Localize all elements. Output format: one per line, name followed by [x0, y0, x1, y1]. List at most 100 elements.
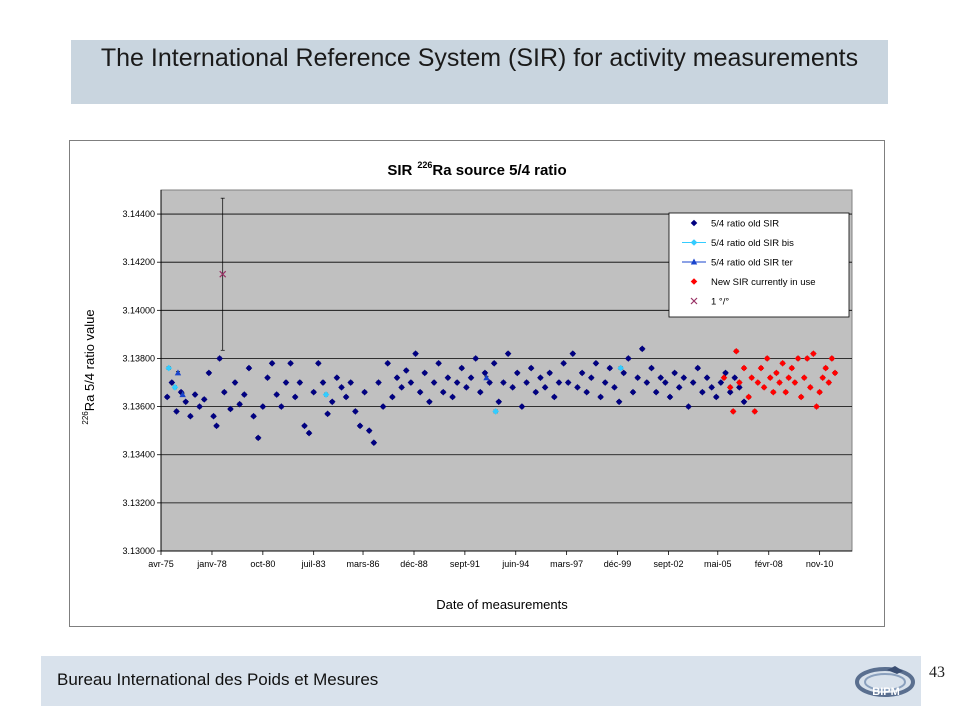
y-tick-label: 3.13200: [122, 498, 155, 508]
footer-org-name: Bureau International des Poids et Mesure…: [57, 670, 379, 689]
legend-marker: [690, 278, 698, 285]
y-axis-label-text: Ra 5/4 ratio value: [82, 309, 97, 411]
point-5-4-ratio-old-sir: [305, 429, 313, 437]
point-5-4-ratio-old-sir: [241, 391, 248, 398]
point-5-4-ratio-old-sir: [449, 393, 456, 401]
x-tick-label: mars-86: [347, 559, 380, 569]
point-5-4-ratio-old-sir-ter: [174, 369, 182, 376]
x-tick-label: janv-78: [196, 559, 227, 569]
point-5-4-ratio-old-sir: [407, 379, 415, 386]
point-5-4-ratio-old-sir: [412, 350, 419, 357]
legend-marker: [690, 219, 698, 227]
point-5-4-ratio-old-sir: [675, 384, 683, 391]
point-5-4-ratio-old-sir: [291, 393, 299, 401]
y-axis-label-sup: 226: [81, 411, 90, 425]
y-tick-label: 3.14400: [122, 209, 155, 219]
point-5-4-ratio-old-sir: [379, 403, 387, 410]
point-5-4-ratio-old-sir-ter: [483, 374, 490, 381]
point-new-sir-currently-in-use: [813, 403, 820, 410]
point-new-sir-currently-in-use: [791, 379, 799, 386]
point-5-4-ratio-old-sir-ter: [179, 391, 186, 398]
point-5-4-ratio-old-sir: [328, 398, 336, 406]
point-5-4-ratio-old-sir: [273, 391, 280, 398]
point-new-sir-currently-in-use: [794, 355, 802, 362]
point-new-sir-currently-in-use: [803, 355, 811, 362]
legend-label: 5/4 ratio old SIR ter: [711, 258, 793, 269]
point-new-sir-currently-in-use: [745, 393, 752, 401]
point-new-sir-currently-in-use: [720, 374, 728, 382]
point-5-4-ratio-old-sir: [259, 403, 267, 410]
point-5-4-ratio-old-sir: [486, 379, 493, 386]
point-new-sir-currently-in-use: [751, 408, 759, 415]
point-5-4-ratio-old-sir: [615, 398, 623, 406]
point-5-4-ratio-old-sir: [726, 388, 734, 396]
x-tick-label: déc-88: [400, 559, 428, 569]
point-5-4-ratio-old-sir: [541, 384, 549, 391]
x-tick-label: févr-08: [755, 559, 783, 569]
point-5-4-ratio-old-sir: [490, 359, 498, 367]
point-new-sir-currently-in-use: [779, 359, 786, 367]
point-5-4-ratio-old-sir: [601, 379, 609, 386]
point-5-4-ratio-old-sir: [551, 393, 558, 401]
point-5-4-ratio-old-sir: [736, 384, 743, 391]
point-new-sir-currently-in-use: [748, 374, 755, 382]
x-tick-label: juil-83: [301, 559, 326, 569]
point-5-4-ratio-old-sir: [495, 398, 503, 406]
point-5-4-ratio-old-sir: [611, 384, 618, 391]
point-5-4-ratio-old-sir: [227, 405, 234, 413]
point-5-4-ratio-old-sir: [634, 374, 641, 382]
point-5-4-ratio-old-sir: [504, 350, 512, 357]
point-5-4-ratio-old-sir: [426, 398, 433, 406]
point-5-4-ratio-old-sir: [509, 384, 516, 391]
point-5-4-ratio-old-sir: [662, 379, 669, 386]
point-5-4-ratio-old-sir: [574, 384, 581, 391]
point-5-4-ratio-old-sir: [731, 374, 739, 382]
point-5-4-ratio-old-sir: [592, 359, 600, 367]
point-5-4-ratio-old-sir-bis: [492, 408, 499, 415]
y-tick-label: 3.14000: [122, 305, 155, 315]
point-5-4-ratio-old-sir: [163, 393, 171, 401]
point-5-4-ratio-old-sir: [310, 388, 317, 396]
point-new-sir-currently-in-use: [806, 384, 814, 391]
point-5-4-ratio-old-sir: [384, 359, 392, 367]
point-5-4-ratio-old-sir: [278, 403, 285, 410]
point-5-4-ratio-old-sir: [708, 384, 715, 391]
point-5-4-ratio-old-sir: [435, 359, 442, 367]
point-5-4-ratio-old-sir: [282, 379, 290, 386]
point-5-4-ratio-old-sir: [250, 412, 257, 420]
point-5-4-ratio-old-sir: [685, 403, 692, 410]
point-5-4-ratio-old-sir: [236, 400, 243, 408]
point-new-sir-currently-in-use: [732, 347, 740, 355]
point-5-4-ratio-old-sir: [264, 374, 271, 382]
point-5-4-ratio-old-sir: [196, 403, 203, 410]
point-5-4-ratio-old-sir: [352, 408, 359, 415]
point-new-sir-currently-in-use: [757, 364, 765, 372]
point-5-4-ratio-old-sir: [453, 379, 461, 386]
point-5-4-ratio-old-sir: [315, 359, 322, 367]
point-new-sir-currently-in-use: [822, 364, 830, 372]
point-5-4-ratio-old-sir: [319, 379, 327, 386]
point-5-4-ratio-old-sir: [254, 434, 262, 442]
logo-text: BIPM: [872, 686, 900, 698]
point-5-4-ratio-old-sir: [583, 388, 590, 396]
point-5-4-ratio-old-sir-bis: [165, 364, 173, 372]
footer-bar: Bureau International des Poids et Mesure…: [41, 656, 921, 706]
point-new-sir-currently-in-use: [760, 384, 768, 391]
point-5-4-ratio-old-sir: [564, 379, 572, 386]
point-5-4-ratio-old-sir: [527, 364, 535, 372]
point-new-sir-currently-in-use: [766, 374, 774, 382]
point-5-4-ratio-old-sir-bis: [617, 364, 624, 372]
point-new-sir-currently-in-use: [797, 393, 805, 401]
point-5-4-ratio-old-sir: [333, 374, 341, 382]
point-5-4-ratio-old-sir-bis: [322, 391, 330, 398]
point-5-4-ratio-old-sir: [638, 345, 646, 353]
point-5-4-ratio-old-sir: [375, 379, 382, 386]
point-5-4-ratio-old-sir: [689, 379, 697, 386]
point-5-4-ratio-old-sir: [643, 379, 651, 386]
point-5-4-ratio-old-sir: [467, 374, 475, 382]
point-5-4-ratio-old-sir: [421, 369, 429, 377]
axes: 3.13000 3.13200 3.13400 3.13600 3.13800 3.140…: [122, 190, 852, 569]
point-new-sir-currently-in-use: [788, 364, 796, 372]
x-tick-label: mai-05: [704, 559, 732, 569]
point-5-4-ratio-old-sir: [296, 379, 304, 386]
